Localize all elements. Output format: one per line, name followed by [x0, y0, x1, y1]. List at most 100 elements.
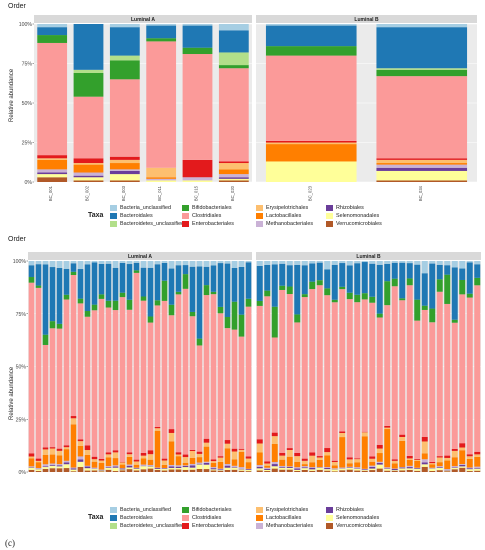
bar-segment — [421, 261, 428, 274]
bar-segment — [28, 467, 35, 468]
bar-segment — [245, 458, 252, 463]
bar-segment — [147, 464, 154, 466]
bar-segment — [436, 279, 443, 292]
bar-segment — [391, 261, 398, 263]
bar-segment — [217, 469, 224, 471]
bar-segment — [28, 265, 35, 278]
bar-segment — [391, 468, 398, 470]
bar-segment — [451, 261, 458, 268]
legend-swatch — [256, 515, 263, 521]
bar-segment — [203, 295, 210, 439]
bar-segment — [146, 24, 177, 26]
bar-segment — [161, 458, 168, 461]
bar-segment — [421, 462, 428, 465]
bar-segment — [376, 264, 383, 314]
bar-segment — [49, 454, 56, 464]
y-tick-label: 100% — [19, 22, 33, 28]
bar-segment — [63, 462, 70, 465]
bar-segment — [354, 458, 361, 460]
bar-segment — [37, 27, 68, 36]
bar-segment — [309, 467, 316, 470]
bar-segment — [324, 455, 331, 468]
bar-segment — [182, 54, 213, 160]
bar-segment — [98, 263, 105, 295]
bar-segment — [182, 457, 189, 463]
bar-segment — [56, 455, 63, 465]
bar-segment — [77, 439, 84, 442]
bar-segment — [444, 303, 451, 456]
bar-segment — [324, 468, 331, 470]
bar-segment — [301, 460, 308, 465]
bar-segment — [376, 448, 383, 454]
bar-segment — [414, 261, 421, 265]
bar-segment — [286, 466, 293, 468]
bar-segment — [466, 262, 473, 294]
bar-segment — [301, 265, 308, 295]
bar-segment — [91, 461, 98, 468]
bar-segment — [331, 264, 338, 300]
bar-segment — [294, 452, 301, 457]
bar-segment — [294, 456, 301, 462]
bar-segment — [361, 469, 368, 471]
x-tick-label: BC_011 — [157, 185, 162, 200]
bar-segment — [119, 262, 126, 293]
bar-segment — [286, 449, 293, 457]
bar-segment — [376, 163, 468, 165]
bar-segment — [98, 298, 105, 459]
bar-segment — [354, 263, 361, 295]
legend-item: Erysipelotrichales — [256, 507, 308, 513]
bar-segment — [91, 310, 98, 457]
bar-segment — [279, 465, 286, 467]
bar-segment — [238, 261, 245, 267]
bar-segment — [265, 55, 357, 141]
bar-segment — [245, 262, 252, 299]
x-tick-label: BC_003 — [121, 185, 126, 201]
bar-segment — [331, 468, 338, 469]
bar-segment — [203, 266, 210, 286]
bar-segment — [301, 466, 308, 468]
bar-segment — [316, 285, 323, 457]
bar-segment — [271, 337, 278, 433]
bar-segment — [316, 469, 323, 472]
bar-segment — [231, 267, 238, 302]
bar-segment — [37, 172, 68, 175]
legend-item: Selenomonadales — [326, 515, 379, 521]
bar-segment — [474, 451, 481, 455]
bar-segment — [391, 459, 398, 461]
bar-segment — [91, 470, 98, 472]
legend-label: Rhizobiales — [336, 507, 364, 513]
bar-segment — [63, 449, 70, 461]
bar-segment — [105, 300, 112, 308]
bar-segment — [346, 463, 353, 467]
chart2-svg: 0% 25% 50% 75% 100% Luminal A Luminal B — [13, 252, 481, 476]
bar-segment — [238, 314, 245, 337]
bar-segment — [147, 316, 154, 323]
bar-segment — [168, 441, 175, 465]
bar-segment — [224, 440, 231, 444]
bar-segment — [316, 467, 323, 470]
legend1: Taxa Bacteria_unclassified Bacteroidales Ba… — [0, 202, 485, 232]
bar-segment — [218, 178, 249, 181]
legend-label: Selenomonadales — [336, 213, 380, 219]
bar-segment — [105, 469, 112, 472]
bar-segment — [37, 24, 68, 28]
bar-segment — [294, 471, 301, 472]
bar-segment — [147, 468, 154, 472]
bar-segment — [218, 177, 249, 179]
bar-segment — [231, 448, 238, 452]
bar-segment — [451, 322, 458, 449]
bar-segment — [369, 461, 376, 466]
bar-segment — [28, 453, 35, 457]
chart1-title: Order — [8, 3, 26, 10]
bar-segment — [316, 280, 323, 286]
bar-segment — [175, 261, 182, 266]
bar-segment — [399, 298, 406, 301]
bar-segment — [98, 294, 105, 299]
bar-segment — [466, 293, 473, 298]
bar-segment — [224, 448, 231, 465]
bar-segment — [429, 308, 436, 323]
bar-segment — [73, 163, 104, 165]
bar-segment — [224, 443, 231, 449]
bar-segment — [146, 167, 177, 178]
bar-segment — [109, 180, 140, 182]
